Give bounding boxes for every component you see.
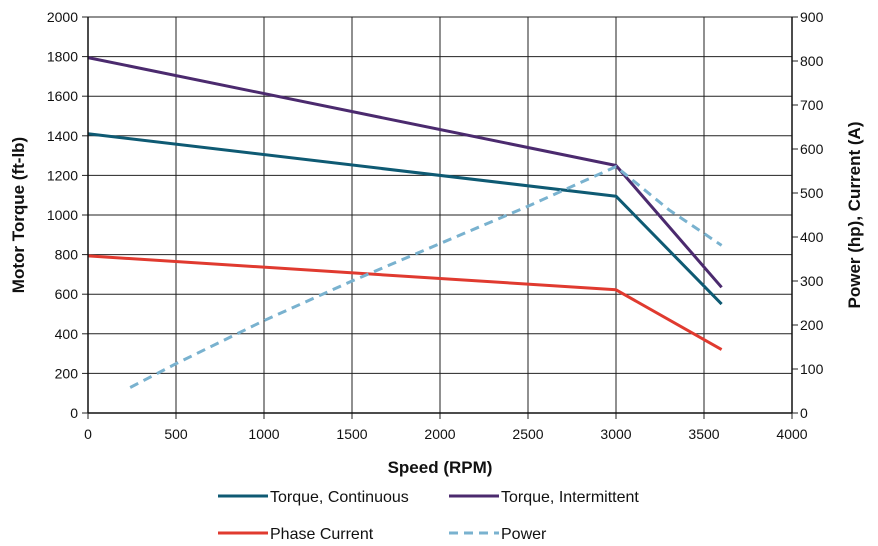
x-tick-label-4000: 4000 xyxy=(776,426,807,442)
grid xyxy=(88,16,792,413)
y-left-tick-label-800: 800 xyxy=(55,247,79,263)
tick-labels: 0 500 1000 1500 2000 2500 3000 3500 400002004006… xyxy=(47,9,824,442)
series-layer xyxy=(87,56,723,389)
x-tick-label-3000: 3000 xyxy=(600,426,631,442)
y-left-tick-label-600: 600 xyxy=(55,286,79,302)
legend-item-power: Power xyxy=(449,526,547,543)
y-right-tick-label-900: 900 xyxy=(800,9,824,25)
y-right-tick-label-800: 800 xyxy=(800,53,824,69)
x-tick-label-2500: 2500 xyxy=(512,426,543,442)
y-left-tick-label-400: 400 xyxy=(55,326,79,342)
y-left-tick-label-2000: 2000 xyxy=(47,9,78,25)
y-left-tick-label-1400: 1400 xyxy=(47,128,78,144)
y-left-tick-label-1200: 1200 xyxy=(47,167,78,183)
legend-item-torque-continuous: Torque, Continuous xyxy=(218,489,409,506)
x-tick-label-500: 500 xyxy=(164,426,188,442)
y-left-tick-label-1000: 1000 xyxy=(47,207,78,223)
legend-item-torque-intermittent: Torque, Intermittent xyxy=(449,489,639,506)
y-left-tick-label-0: 0 xyxy=(70,405,78,421)
x-tick-label-1000: 1000 xyxy=(248,426,279,442)
axes xyxy=(82,16,798,419)
x-tick-label-0: 0 xyxy=(84,426,92,442)
y-left-tick-label-1800: 1800 xyxy=(47,49,78,65)
legend-item-phase-current: Phase Current xyxy=(218,526,374,543)
y-right-tick-label-500: 500 xyxy=(800,185,824,201)
y-right-axis-title: Power (hp), Current (A) xyxy=(845,122,864,309)
y-left-tick-label-1600: 1600 xyxy=(47,88,78,104)
legend-label-torque-intermittent: Torque, Intermittent xyxy=(501,489,639,506)
legend-label-torque-continuous: Torque, Continuous xyxy=(270,489,409,506)
x-tick-label-3500: 3500 xyxy=(688,426,719,442)
series-line-torque-continuous xyxy=(87,132,723,306)
y-left-axis-title: Motor Torque (ft-lb) xyxy=(9,137,28,293)
y-right-tick-label-400: 400 xyxy=(800,229,824,245)
y-right-tick-label-0: 0 xyxy=(800,405,808,421)
x-axis-title: Speed (RPM) xyxy=(388,458,493,477)
y-right-tick-label-100: 100 xyxy=(800,361,824,377)
y-right-tick-label-600: 600 xyxy=(800,141,824,157)
y-right-tick-label-300: 300 xyxy=(800,273,824,289)
y-right-tick-label-700: 700 xyxy=(800,97,824,113)
x-tick-label-2000: 2000 xyxy=(424,426,455,442)
y-left-tick-label-200: 200 xyxy=(55,365,79,381)
series-line-phase-current xyxy=(87,254,723,351)
legend-label-phase-current: Phase Current xyxy=(270,526,374,543)
legend-label-power: Power xyxy=(501,526,547,543)
x-tick-label-1500: 1500 xyxy=(336,426,367,442)
y-right-tick-label-200: 200 xyxy=(800,317,824,333)
legend: Torque, Continuous Torque, Intermittent … xyxy=(218,489,639,543)
